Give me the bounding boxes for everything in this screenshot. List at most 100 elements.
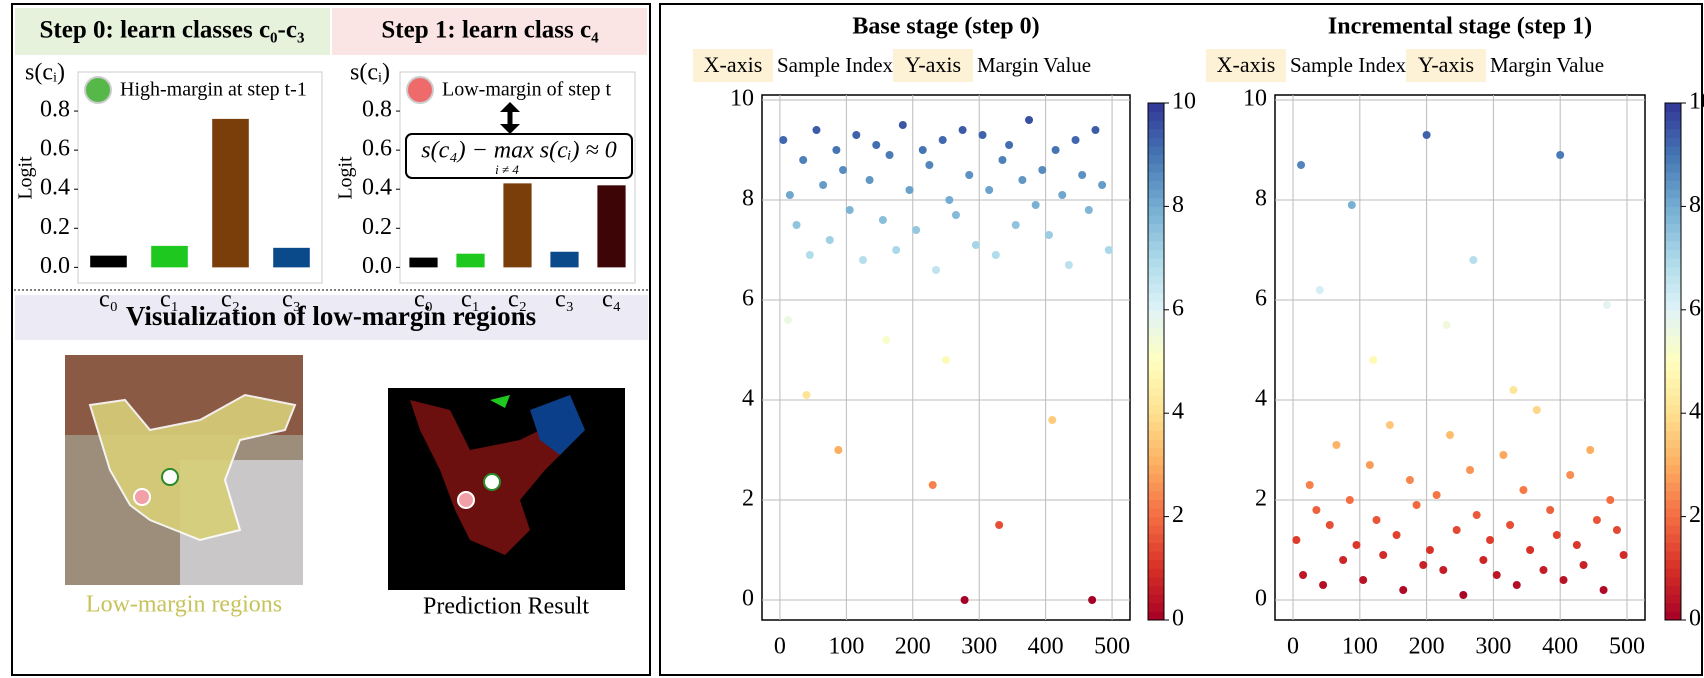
point [1011,221,1020,229]
colorbar-cell [1148,568,1164,578]
colorbar-cell [1148,154,1164,164]
section-title: Visualization of low-margin regions [126,301,536,331]
point [1372,516,1381,524]
colorbar-label: 4 [1689,399,1701,425]
point [1419,561,1428,569]
formula-box [405,133,633,179]
bar [90,255,127,268]
colorbar-cell [1148,464,1164,475]
point [1546,506,1555,514]
point [892,246,901,254]
colorbar-cell [1665,344,1681,354]
colorbar-cell [1665,551,1681,561]
point [1592,516,1601,524]
point [783,316,792,324]
bar [597,185,626,268]
colorbar-cell [1148,344,1164,354]
point [1472,511,1481,519]
point [1297,161,1306,169]
point [1048,416,1057,424]
point [1486,536,1495,544]
colorbar-cell [1665,197,1681,207]
colorbar-cell [1148,137,1164,147]
point [779,136,788,144]
colorbar-cell [1665,189,1681,199]
x-tick-label: 200 [1409,634,1445,660]
bar [456,253,485,268]
colorbar-label: 10 [1172,89,1196,115]
x-tick-label: c₀ [414,287,433,313]
colorbar-cell [1148,258,1164,268]
colorbar-cell [1665,352,1681,362]
colorbar-cell [1148,516,1164,526]
x-tick-label: c₁ [160,287,179,313]
colorbar-cell [1665,318,1681,328]
colorbar-cell [1148,206,1164,216]
colorbar-cell [1148,120,1164,130]
colorbar-cell [1148,447,1164,457]
plot-frame [77,71,323,284]
colorbar-cell [1148,327,1164,337]
point [905,186,914,194]
y-label: Margin Value [1490,53,1604,77]
colorbar-cell [1665,335,1681,345]
point [1352,541,1361,549]
colorbar-cell [1665,576,1681,587]
y-title: s(cᵢ) [350,60,390,86]
x-tick-label: c₂ [221,287,240,313]
point [1091,126,1100,134]
point [1405,476,1414,484]
colorbar-frame [1664,102,1682,621]
point [1312,506,1321,514]
colorbar-cell [1148,275,1164,285]
y-tick-label: 0 [1255,586,1267,612]
colorbar-cell [1148,240,1164,250]
colorbar-cell [1665,516,1681,526]
point [932,266,941,274]
colorbar-cell [1665,559,1681,569]
tag: X-axis [704,52,763,77]
colorbar-label: 0 [1172,606,1184,632]
x-tick-label: 100 [828,634,864,660]
point [945,196,954,204]
point [1359,576,1368,584]
point [942,356,950,364]
colorbar-cell [1148,309,1164,319]
formula: s(c₄) − max s(cᵢ) ≈ 0 [421,138,616,164]
caption: Prediction Result [423,594,589,620]
colorbar-cell [1665,378,1681,388]
colorbar-cell [1665,258,1681,268]
colorbar-cell [1665,447,1681,457]
colorbar-cell [1148,499,1164,509]
y-tick-label: 0.4 [40,175,70,201]
photo [65,355,303,585]
colorbar-cell [1148,378,1164,388]
point [938,136,947,144]
x-tick-label: 0 [1287,634,1299,660]
colorbar-cell [1665,482,1681,492]
annotation-box [80,74,320,106]
icon [406,76,434,104]
x-tick-label: 400 [1542,634,1578,660]
colorbar-cell [1665,215,1681,225]
point [832,146,841,154]
x-tick-label: c₄ [602,287,621,313]
colorbar-cell [1665,154,1681,164]
colorbar-cell [1665,309,1681,319]
colorbar-cell [1665,180,1681,190]
y-tick-label: 8 [1255,186,1267,212]
tag: Y-axis [905,52,961,77]
colorbar-cell [1148,507,1164,518]
point [872,141,881,149]
point [1532,406,1541,414]
colorbar-cell [1665,525,1681,535]
y-tick-label: 0.6 [362,136,392,162]
colorbar-cell [1148,404,1164,414]
tag-bg [1206,49,1286,82]
point [1579,561,1588,569]
point [1005,141,1014,149]
colorbar-cell [1665,223,1681,233]
colorbar-cell [1148,223,1164,233]
point [812,126,821,134]
